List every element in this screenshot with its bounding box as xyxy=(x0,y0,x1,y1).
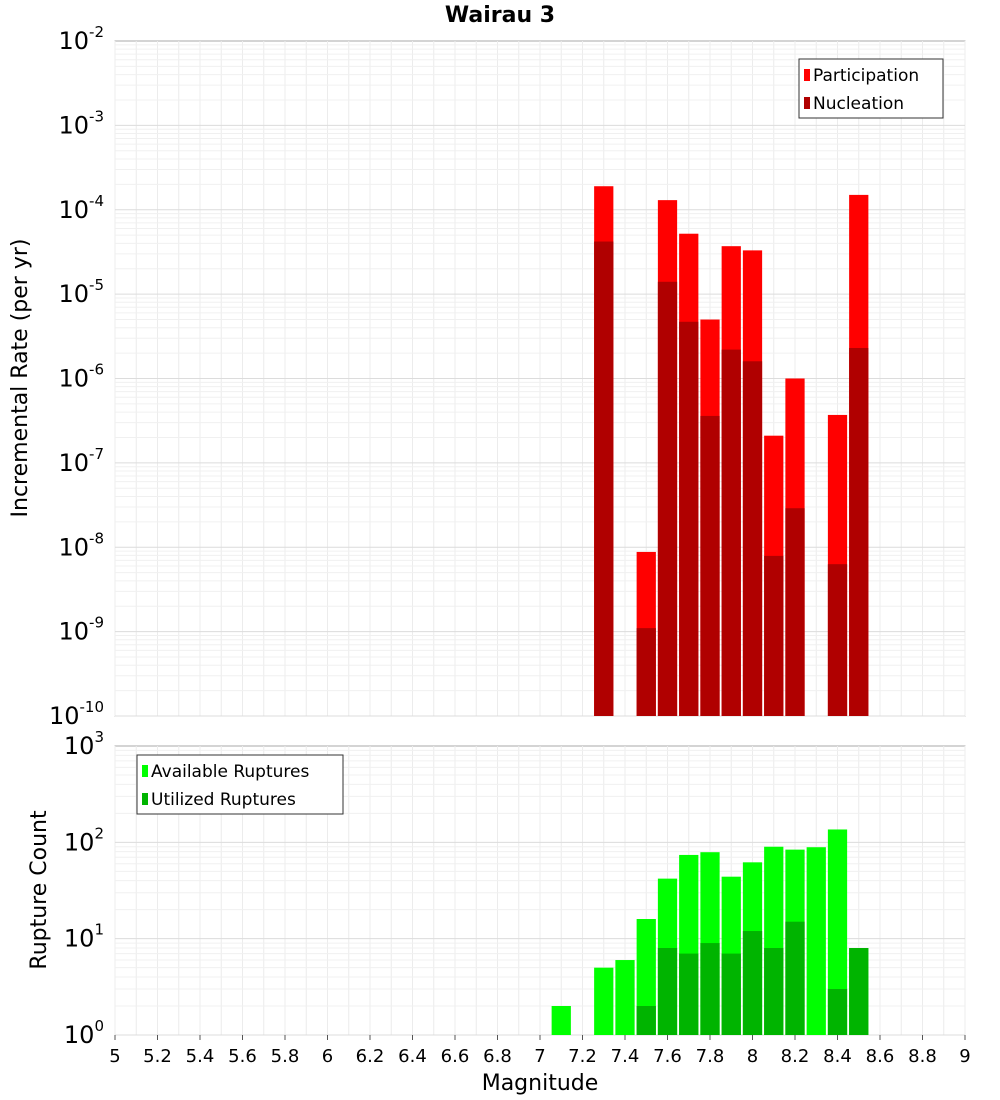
x-tick-label: 8 xyxy=(747,1046,758,1067)
bar-nucleation xyxy=(827,564,848,716)
y-tick-label: 101 xyxy=(64,921,104,953)
bar-utilized-ruptures xyxy=(657,948,678,1035)
x-tick-label: 8.4 xyxy=(823,1046,852,1067)
legend-entry: Nucleation xyxy=(813,94,904,114)
x-tick-label: 6 xyxy=(322,1046,333,1067)
bar-nucleation xyxy=(657,281,678,716)
y-tick-label: 100 xyxy=(64,1017,104,1049)
chart-title: Wairau 3 xyxy=(445,3,555,28)
x-tick-label: 6.8 xyxy=(483,1046,512,1067)
bar-nucleation xyxy=(721,349,741,716)
x-tick-label: 8.8 xyxy=(908,1046,937,1067)
bar-nucleation xyxy=(679,321,699,716)
bar-nucleation xyxy=(785,508,805,716)
legend-entry: Available Ruptures xyxy=(151,762,309,782)
bar-utilized-ruptures xyxy=(679,953,699,1035)
bar-nucleation xyxy=(594,241,614,717)
y-tick-label: 10-8 xyxy=(58,529,104,561)
legend-swatch xyxy=(804,69,810,81)
y-tick-label: 10-6 xyxy=(58,361,104,393)
bottom-y-axis-label: Rupture Count xyxy=(27,810,52,970)
top-y-axis-label: Incremental Rate (per yr) xyxy=(8,239,33,518)
legend-entry: Utilized Ruptures xyxy=(151,790,296,810)
bar-nucleation xyxy=(849,347,869,716)
bar-nucleation xyxy=(636,628,656,716)
top-legend: Participation Nucleation xyxy=(798,58,944,119)
x-tick-label: 6.4 xyxy=(398,1046,427,1067)
x-tick-label: 6.2 xyxy=(356,1046,385,1067)
legend-swatch xyxy=(142,765,148,777)
legend-box xyxy=(136,754,344,815)
legend-swatch xyxy=(142,793,148,805)
x-tick-label: 6.6 xyxy=(441,1046,470,1067)
y-tick-label: 103 xyxy=(64,728,104,760)
bar-available-ruptures xyxy=(615,960,635,1035)
bar-nucleation xyxy=(700,415,720,716)
y-tick-label: 10-3 xyxy=(58,107,104,139)
bar-nucleation xyxy=(742,361,763,716)
x-tick-label: 7.2 xyxy=(568,1046,597,1067)
bar-utilized-ruptures xyxy=(721,953,741,1035)
y-tick-label: 10-5 xyxy=(58,276,104,308)
bar-utilized-ruptures xyxy=(827,989,848,1035)
bottom-panel: 100 101 102 103 Rupture Count Available Rup… xyxy=(27,728,966,1049)
x-tick-label: 5.2 xyxy=(143,1046,172,1067)
x-tick-label: 5 xyxy=(109,1046,120,1067)
legend-entry: Participation xyxy=(813,66,919,86)
bar-utilized-ruptures xyxy=(636,1006,656,1035)
bar-nucleation xyxy=(764,555,784,716)
x-tick-label: 9 xyxy=(959,1046,970,1067)
top-panel: 10-10 10-9 10-8 10-7 10-6 10-5 10-4 10-3 10-2 In… xyxy=(8,23,966,730)
x-tick-label: 7.4 xyxy=(611,1046,640,1067)
bar-available-ruptures xyxy=(827,829,848,1035)
bar-utilized-ruptures xyxy=(742,931,763,1035)
x-tick-label: 5.6 xyxy=(228,1046,257,1067)
bar-utilized-ruptures xyxy=(785,921,805,1035)
bar-utilized-ruptures xyxy=(764,948,784,1035)
x-tick-label: 8.6 xyxy=(866,1046,895,1067)
x-tick-label: 5.4 xyxy=(186,1046,215,1067)
x-tick-label: 7.6 xyxy=(653,1046,682,1067)
bottom-legend: Available Ruptures Utilized Ruptures xyxy=(136,754,344,815)
x-tick-label: 5.8 xyxy=(271,1046,300,1067)
x-axis: 5 5.2 5.4 5.6 5.8 6 6.2 6.4 6.6 6.8 7 7.2 7.4 7.6 7.8 8… xyxy=(109,1035,971,1067)
x-tick-label: 7 xyxy=(534,1046,545,1067)
bar-utilized-ruptures xyxy=(700,943,720,1035)
y-tick-label: 10-9 xyxy=(58,614,104,646)
legend-swatch xyxy=(804,97,810,109)
bar-available-ruptures xyxy=(594,967,614,1035)
x-axis-label: Magnitude xyxy=(482,1071,599,1096)
x-tick-label: 7.8 xyxy=(696,1046,725,1067)
y-tick-label: 10-10 xyxy=(49,698,104,730)
bar-utilized-ruptures xyxy=(849,948,869,1035)
y-tick-label: 102 xyxy=(64,824,104,856)
y-tick-label: 10-4 xyxy=(58,192,104,224)
legend-box xyxy=(798,58,944,119)
bar-available-ruptures xyxy=(551,1006,571,1035)
bar-available-ruptures xyxy=(806,847,826,1035)
x-tick-label: 8.2 xyxy=(781,1046,810,1067)
y-tick-label: 10-7 xyxy=(58,445,104,477)
y-tick-label: 10-2 xyxy=(58,23,104,55)
